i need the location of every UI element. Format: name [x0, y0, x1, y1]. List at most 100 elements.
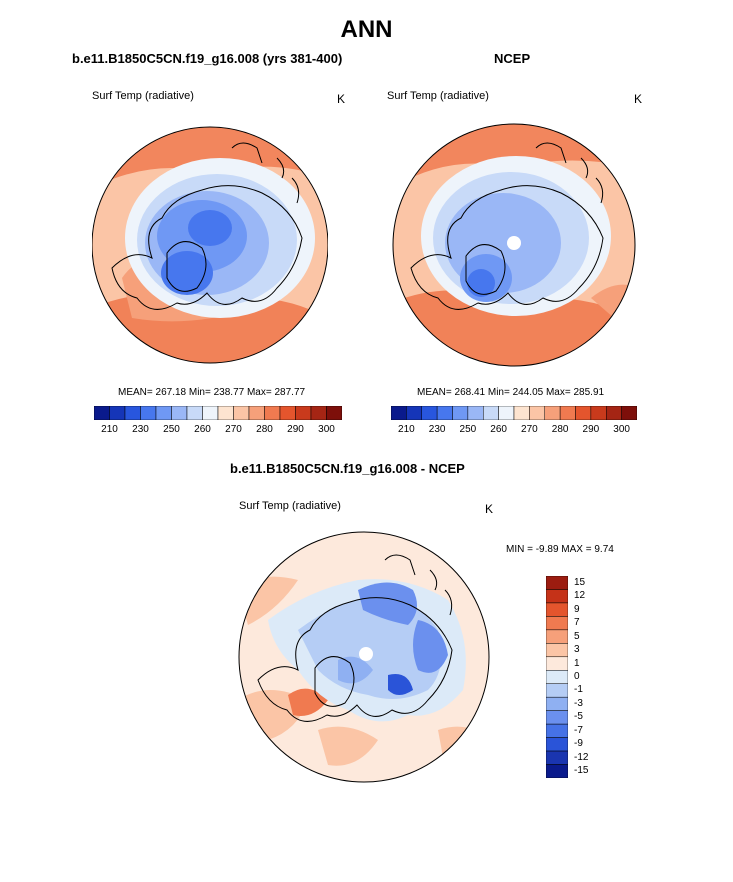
difference-colorbar-box [546, 683, 568, 698]
model-colorbar-tick-label: 230 [132, 424, 149, 435]
ncep-pole-hole [507, 236, 521, 250]
model-stats: MEAN= 267.18 Min= 238.77 Max= 287.77 [118, 387, 306, 398]
difference-stats: MIN = -9.89 MAX = 9.74 [506, 544, 614, 555]
difference-colorbar-box [546, 696, 568, 711]
difference-colorbar-box [546, 576, 568, 590]
difference-colorbar-box [546, 737, 568, 752]
model-colorbar-tick-label: 280 [256, 424, 273, 435]
difference-colorbar-box [546, 723, 568, 738]
difference-colorbar-tick-label: -15 [574, 765, 589, 777]
ncep-colorbar-box [575, 406, 592, 420]
difference-colorbar-tick-label: -12 [574, 751, 589, 763]
difference-colorbar-box [546, 589, 568, 604]
difference-colorbar-tick-label: -5 [574, 711, 583, 723]
difference-coastline [257, 597, 453, 722]
ncep-variable-label: Surf Temp (radiative) [387, 90, 489, 102]
difference-colorbar-tick-label: 1 [574, 657, 580, 669]
ncep-colorbar-tick-label: 210 [398, 424, 415, 435]
difference-colorbar-box [546, 629, 568, 644]
difference-warm-patch-se [438, 726, 489, 782]
difference-colorbar-tick-label: -9 [574, 738, 583, 750]
model-colorbar-box [233, 406, 250, 420]
ncep-colorbar-box [406, 406, 422, 420]
ncep-greenland-coast [465, 244, 506, 295]
difference-variable-label: Surf Temp (radiative) [239, 500, 341, 512]
ncep-colorbar-box [606, 406, 622, 420]
difference-colorbar-box [546, 670, 568, 684]
ncep-case-title: NCEP [494, 51, 531, 66]
difference-colorbar-box [546, 616, 568, 631]
model-colorbar-box [295, 406, 312, 420]
model-greenland-coast [166, 241, 207, 292]
model-colorbar-box [264, 406, 281, 420]
difference-colorbar-tick-label: 9 [574, 603, 580, 615]
ncep-colorbar-box [452, 406, 469, 420]
difference-colorbar-tick-label: 3 [574, 644, 580, 656]
ncep-colorbar-box [559, 406, 576, 420]
ncep-colorbar-tick-label: 260 [490, 424, 507, 435]
difference-colorbar-box [546, 602, 568, 617]
model-colorbar-box [186, 406, 203, 420]
difference-colorbar-tick-label: 5 [574, 630, 580, 642]
model-colorbar-labels: 210 230 250 260 270 280 290 300 [94, 424, 342, 438]
model-map-border [92, 126, 328, 364]
model-colorbar-box [109, 406, 126, 420]
ncep-map-border [392, 123, 636, 367]
model-colorbar-tick-label: 260 [194, 424, 211, 435]
model-colorbar [94, 406, 342, 420]
difference-warm-patch-s [318, 726, 378, 766]
difference-coldest-patch [388, 674, 413, 695]
ncep-colorbar-box [529, 406, 545, 420]
model-coastline [111, 185, 303, 310]
model-colorbar-tick-label: 290 [287, 424, 304, 435]
model-colorbar-box [155, 406, 172, 420]
difference-asia-coast [384, 554, 453, 616]
difference-colorbar-tick-label: -1 [574, 684, 583, 696]
model-colorbar-box [248, 406, 265, 420]
model-polar-map [92, 126, 328, 364]
model-colorbar-box [326, 406, 342, 420]
ncep-colorbar-box [391, 406, 407, 420]
difference-colorbar-box [546, 764, 568, 778]
ncep-colorbar-labels: 210 230 250 260 270 280 290 300 [391, 424, 637, 438]
ncep-polar-map [392, 123, 636, 367]
figure-title: ANN [340, 16, 393, 43]
difference-pole-hole [359, 647, 373, 661]
difference-colorbar-labels: 15 12 9 7 5 3 1 0 -1 -3 -5 -7 -9 -12 -15 [574, 576, 614, 778]
difference-cold-patch-center [338, 656, 373, 684]
ncep-colorbar-box [621, 406, 637, 420]
model-case-title: b.e11.B1850C5CN.f19_g16.008 (yrs 381-400… [72, 51, 343, 66]
ncep-colorbar-tick-label: 270 [521, 424, 538, 435]
model-colorbar-box [94, 406, 110, 420]
ncep-colorbar-tick-label: 300 [613, 424, 630, 435]
difference-colorbar-box [546, 656, 568, 671]
difference-colorbar-tick-label: -3 [574, 697, 583, 709]
ncep-colorbar-box [421, 406, 438, 420]
ncep-units-label: K [634, 92, 643, 106]
difference-colorbar [546, 576, 568, 778]
difference-cold-patch-east [413, 620, 448, 673]
ncep-coastline [410, 185, 604, 310]
ncep-colorbar-box [590, 406, 607, 420]
model-colorbar-box [310, 406, 327, 420]
difference-map-border [238, 531, 490, 783]
ncep-colorbar-box [467, 406, 484, 420]
ncep-colorbar-box [513, 406, 530, 420]
model-variable-label: Surf Temp (radiative) [92, 90, 194, 102]
difference-colorbar-tick-label: 12 [574, 590, 586, 602]
difference-colorbar-tick-label: 15 [574, 576, 586, 588]
model-asia-coast [231, 142, 300, 204]
ncep-asia-coast [535, 142, 604, 204]
difference-case-title: b.e11.B1850C5CN.f19_g16.008 - NCEP [230, 461, 465, 476]
ncep-colorbar-box [544, 406, 561, 420]
difference-colorbar-box [546, 710, 568, 725]
difference-colorbar-box [546, 750, 568, 765]
difference-colorbar-tick-label: -7 [574, 724, 583, 736]
model-colorbar-tick-label: 300 [318, 424, 335, 435]
ncep-colorbar-box [498, 406, 515, 420]
model-units-label: K [337, 92, 346, 106]
ncep-colorbar-box [483, 406, 499, 420]
ncep-stats: MEAN= 268.41 Min= 244.05 Max= 285.91 [417, 387, 605, 398]
difference-units-label: K [485, 502, 494, 516]
ncep-colorbar-tick-label: 290 [582, 424, 600, 435]
